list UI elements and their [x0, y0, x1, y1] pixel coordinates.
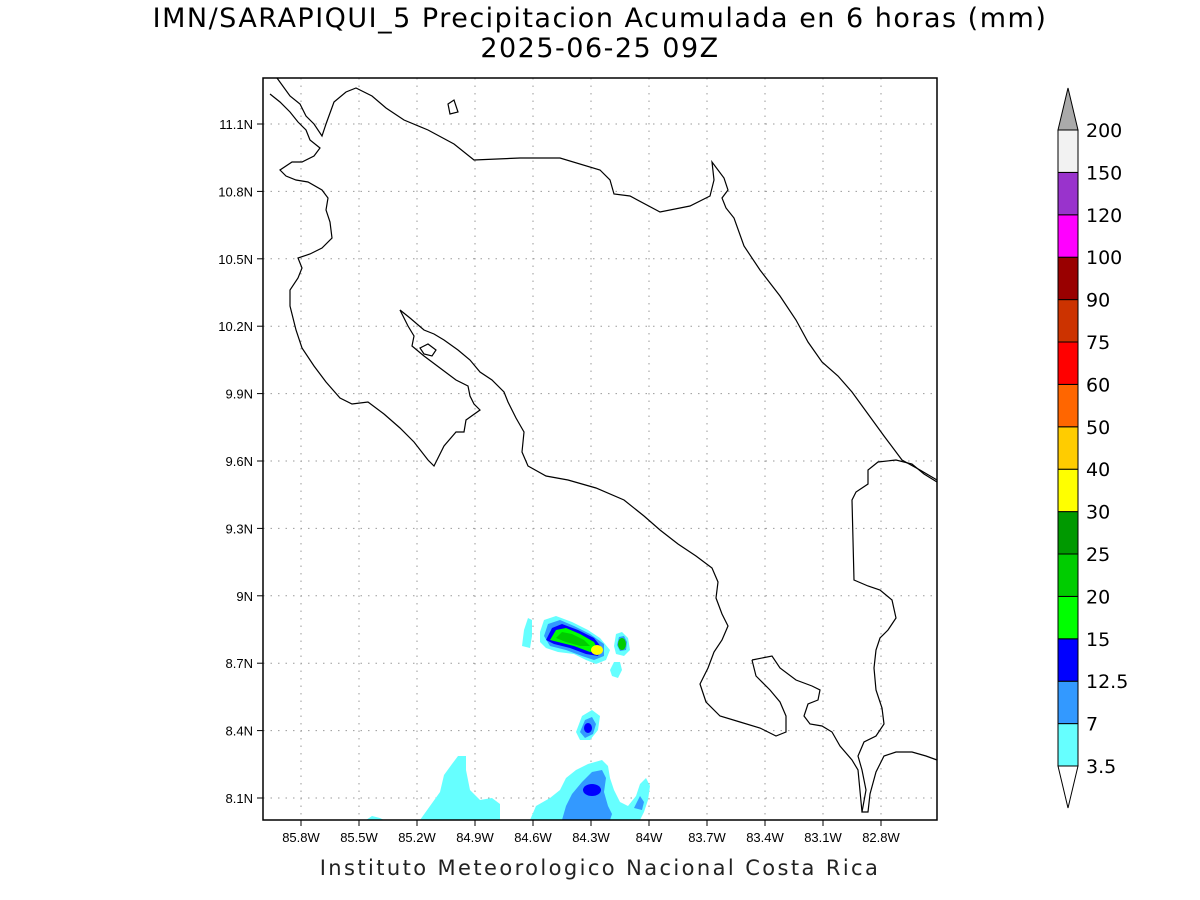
precipitation-contours	[366, 616, 650, 820]
colorbar-segment	[1057, 468, 1079, 513]
colorbar-level-label: 75	[1086, 332, 1110, 354]
colorbar-level-label: 3.5	[1086, 756, 1116, 778]
colorbar-level-label: 200	[1086, 120, 1122, 142]
colorbar-segment	[1057, 426, 1079, 470]
colorbar-level-label: 20	[1086, 586, 1110, 608]
lat-tick-label: 9.3N	[226, 521, 253, 536]
colorbar-segment	[1057, 299, 1079, 343]
lon-tick-label: 82.8W	[862, 830, 900, 845]
colorbar-legend: 3.5 7 12.5 15 20 25 30 40 50 60 75 90 100 120 150 200	[1057, 87, 1128, 809]
colorbar-segment	[1057, 553, 1079, 597]
latitude-tick-labels: 8.1N 8.4N 8.7N 9N 9.3N 9.6N 9.9N 10.2N 10.5N 10.8…	[218, 117, 263, 806]
colorbar-level-label: 25	[1086, 544, 1110, 566]
lat-tick-label: 10.2N	[218, 319, 253, 334]
lon-tick-label: 83.7W	[688, 830, 726, 845]
colorbar-segment	[1057, 171, 1079, 216]
plot-area	[263, 78, 937, 820]
lon-tick-label: 85.2W	[398, 830, 436, 845]
colorbar-level-label: 50	[1086, 417, 1110, 439]
lon-tick-label: 84W	[636, 830, 663, 845]
map-subtitle-datetime: 2025-06-25 09Z	[480, 33, 720, 64]
lat-tick-label: 11.1N	[219, 117, 253, 132]
colorbar-segment	[1057, 680, 1079, 725]
longitude-tick-labels: 85.8W 85.5W 85.2W 84.9W 84.6W 84.3W 84W 83.7W 83…	[282, 820, 901, 845]
colorbar-level-label: 150	[1086, 162, 1122, 184]
colorbar-segment	[1057, 256, 1079, 301]
map-title: IMN/SARAPIQUI_5 Precipitacion Acumulada …	[152, 3, 1048, 34]
colorbar-level-label: 120	[1086, 205, 1122, 227]
colorbar-level-label: 30	[1086, 502, 1110, 524]
lon-tick-label: 84.6W	[514, 830, 552, 845]
colorbar-segment	[1057, 214, 1079, 258]
colorbar-segment	[1057, 595, 1079, 640]
plot-frame	[262, 77, 938, 821]
lon-tick-label: 83.4W	[746, 830, 784, 845]
colorbar-level-label: 7	[1086, 714, 1098, 736]
colorbar-level-label: 60	[1086, 374, 1110, 396]
colorbar-upper-arrow	[1057, 87, 1079, 131]
lat-tick-label: 9N	[236, 589, 253, 604]
colorbar-segment	[1057, 383, 1079, 428]
lon-tick-label: 84.9W	[456, 830, 494, 845]
coastline-and-borders	[269, 77, 938, 813]
colorbar-segment	[1057, 341, 1079, 385]
colorbar-level-label: 15	[1086, 629, 1110, 651]
colorbar-segment	[1057, 723, 1079, 767]
colorbar-segment	[1057, 511, 1079, 555]
colorbar-level-label: 40	[1086, 459, 1110, 481]
lon-tick-label: 85.8W	[282, 830, 320, 845]
lat-tick-label: 10.8N	[218, 184, 253, 199]
lat-tick-label: 8.7N	[226, 656, 253, 671]
colorbar-segment	[1057, 638, 1079, 682]
lat-tick-label: 8.4N	[226, 724, 253, 739]
lat-tick-label: 9.9N	[226, 387, 253, 402]
colorbar-level-label: 90	[1086, 290, 1110, 312]
lon-tick-label: 83.1W	[804, 830, 842, 845]
lat-tick-label: 10.5N	[218, 252, 253, 267]
lat-tick-label: 8.1N	[226, 791, 253, 806]
colorbar-level-label: 100	[1086, 247, 1122, 269]
footer-credit: Instituto Meteorologico Nacional Costa R…	[319, 856, 881, 880]
colorbar-lower-arrow	[1057, 765, 1079, 809]
lon-tick-label: 85.5W	[340, 830, 378, 845]
colorbar-level-label: 12.5	[1086, 671, 1128, 693]
lon-tick-label: 84.3W	[572, 830, 610, 845]
lat-tick-label: 9.6N	[226, 454, 253, 469]
colorbar-segment	[1057, 129, 1079, 173]
